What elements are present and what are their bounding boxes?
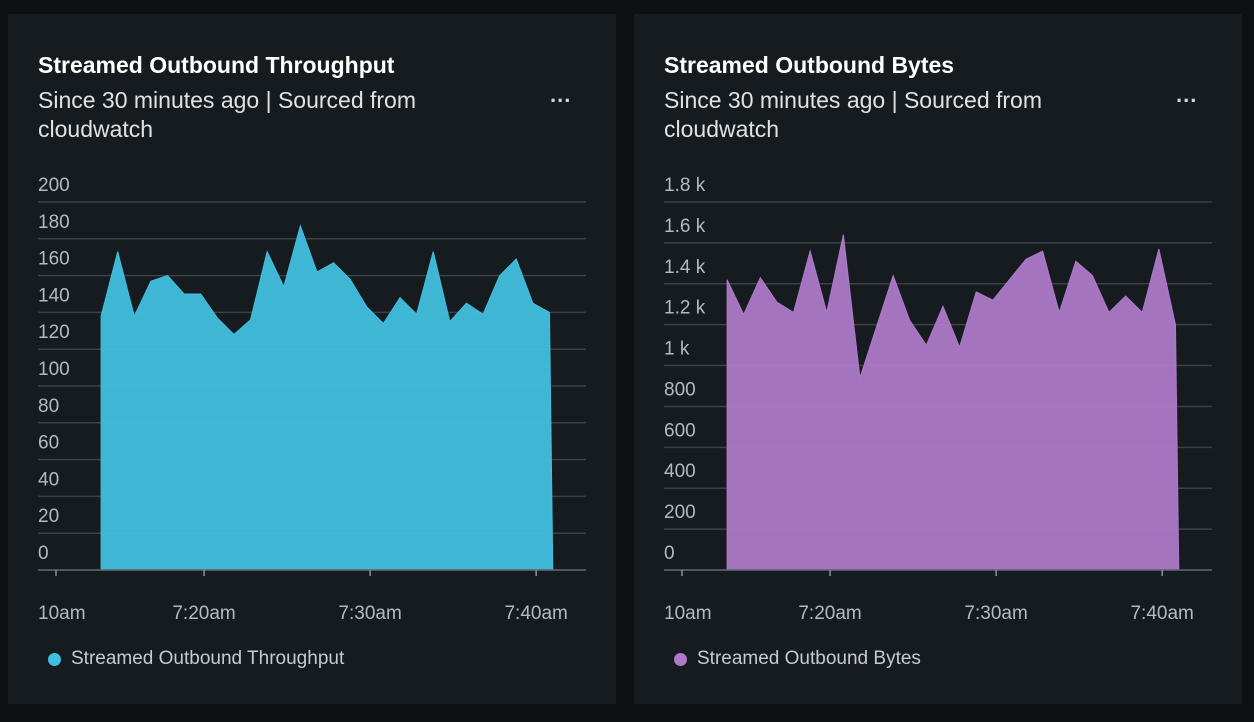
more-options-button[interactable]: ... bbox=[1176, 82, 1198, 107]
y-tick-label: 1.8 k bbox=[664, 175, 706, 196]
y-tick-label: 20 bbox=[38, 506, 59, 527]
y-tick-label: 1.2 k bbox=[664, 298, 706, 319]
y-tick-label: 800 bbox=[664, 379, 696, 400]
bytes-chart: 0 200 400 600 800 1 k 1.2 k 1.4 k 1.6 k 1.8 k 10am… bbox=[664, 175, 1212, 624]
x-tick-label: 7:30am bbox=[964, 603, 1027, 624]
y-tick-label: 80 bbox=[38, 396, 59, 417]
more-options-button[interactable]: ... bbox=[550, 82, 572, 107]
y-tick-label: 180 bbox=[38, 212, 70, 233]
x-tick-label: 7:30am bbox=[338, 603, 401, 624]
y-tick-label: 400 bbox=[664, 461, 696, 482]
x-tick-label: 7:20am bbox=[798, 603, 861, 624]
y-tick-label: 0 bbox=[38, 543, 49, 564]
legend-swatch bbox=[48, 652, 61, 666]
y-tick-label: 120 bbox=[38, 322, 70, 343]
y-tick-label: 200 bbox=[38, 175, 70, 196]
x-tick-label: 10am bbox=[38, 603, 86, 624]
x-tick-label: 10am bbox=[664, 603, 712, 624]
legend: Streamed Outbound Throughput bbox=[48, 648, 344, 670]
series-area bbox=[726, 234, 1180, 571]
legend-swatch bbox=[674, 652, 687, 666]
x-tick-label: 7:20am bbox=[172, 603, 235, 624]
y-tick-label: 100 bbox=[38, 359, 70, 380]
y-tick-label: 140 bbox=[38, 285, 70, 306]
throughput-panel: Streamed Outbound Throughput Since 30 mi… bbox=[8, 14, 616, 704]
panel-title: Streamed Outbound Bytes bbox=[664, 52, 955, 78]
legend-label: Streamed Outbound Bytes bbox=[697, 648, 921, 669]
bytes-panel: Streamed Outbound Bytes Since 30 minutes… bbox=[634, 14, 1242, 704]
x-tick-label: 7:40am bbox=[1130, 603, 1193, 624]
y-tick-label: 1 k bbox=[664, 339, 690, 360]
panel-subtitle: Since 30 minutes ago | Sourced from clou… bbox=[664, 87, 1043, 142]
y-tick-label: 200 bbox=[664, 502, 696, 523]
y-tick-label: 40 bbox=[38, 469, 59, 490]
y-tick-label: 60 bbox=[38, 433, 59, 454]
x-tick-label: 7:40am bbox=[504, 603, 567, 624]
y-tick-label: 1.6 k bbox=[664, 216, 706, 237]
y-tick-label: 160 bbox=[38, 249, 70, 270]
legend: Streamed Outbound Bytes bbox=[674, 648, 921, 670]
panel-title: Streamed Outbound Throughput bbox=[38, 52, 395, 78]
y-tick-label: 600 bbox=[664, 420, 696, 441]
y-tick-label: 1.4 k bbox=[664, 257, 706, 278]
y-tick-label: 0 bbox=[664, 543, 675, 564]
throughput-chart: 0 20 40 60 80 100 120 140 160 180 200 10am 7:20am 7:3… bbox=[38, 175, 586, 624]
series-area bbox=[100, 224, 554, 571]
legend-label: Streamed Outbound Throughput bbox=[71, 648, 345, 669]
panel-subtitle: Since 30 minutes ago | Sourced from clou… bbox=[38, 87, 417, 142]
